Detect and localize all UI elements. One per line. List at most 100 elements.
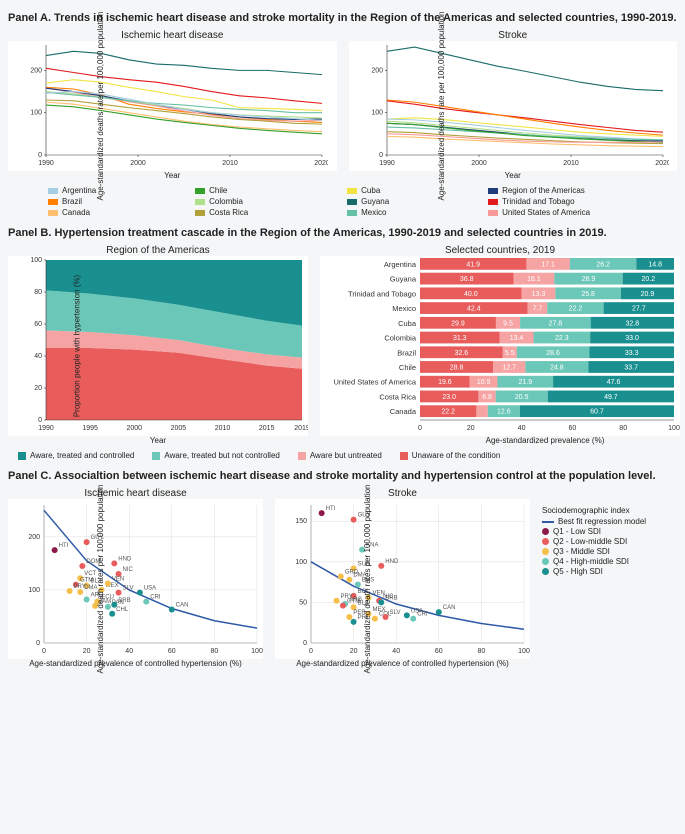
legend-label: Cuba (361, 186, 380, 195)
svg-text:100: 100 (251, 648, 263, 655)
panel-b-right: Selected countries, 2019 Argentina41.917… (320, 245, 680, 445)
legend-label: Colombia (209, 197, 243, 206)
legend-item: Unaware of the condition (400, 451, 501, 460)
legend-swatch (347, 199, 357, 205)
legend-swatch (48, 188, 58, 194)
svg-text:10.9: 10.9 (477, 379, 491, 386)
svg-text:31.3: 31.3 (453, 335, 467, 342)
svg-text:26.2: 26.2 (596, 261, 610, 268)
legend-label: Guyana (361, 197, 389, 206)
svg-text:0: 0 (379, 152, 383, 159)
svg-text:28.6: 28.6 (546, 350, 560, 357)
legend-item: Best fit regression model (542, 517, 677, 526)
panel-a-left-title: Ischemic heart disease (8, 30, 337, 41)
panel-c-xlabel-right: Age-standardized prevalence of controlle… (275, 659, 530, 668)
panel-c-right-svg: 050100150020406080100HTIGUYKNASURHNDGRDD… (275, 499, 530, 659)
legend-label: Costa Rica (209, 208, 248, 217)
legend-item: Q2 - Low-middle SDI (542, 537, 677, 546)
svg-text:2010: 2010 (563, 160, 579, 167)
svg-text:13.4: 13.4 (510, 335, 524, 342)
legend-item: Cuba (347, 186, 476, 195)
svg-text:80: 80 (619, 425, 627, 432)
panel-a-xlabel-left: Year (8, 171, 337, 180)
legend-label: Chile (209, 186, 227, 195)
legend-title: Sociodemographic index (542, 506, 677, 515)
legend-label: Q1 - Low SDI (553, 527, 601, 536)
svg-text:Brazil: Brazil (397, 348, 416, 357)
legend-item: Q4 - High-middle SDI (542, 557, 677, 566)
svg-text:49.7: 49.7 (604, 394, 618, 401)
svg-text:2010: 2010 (222, 160, 238, 167)
svg-text:SLV: SLV (123, 586, 134, 592)
legend-swatch (48, 210, 58, 216)
svg-text:27.7: 27.7 (632, 306, 646, 313)
panel-b-left-svg: 0204060801001990199520002005201020152019 (8, 256, 308, 436)
panel-a-charts: Ischemic heart disease Age-standardized … (8, 30, 677, 180)
legend-item: Q3 - Middle SDI (542, 547, 677, 556)
panel-c-xlabel-left: Age-standardized prevalence of controlle… (8, 659, 263, 668)
svg-text:0: 0 (38, 417, 42, 424)
svg-text:20: 20 (467, 425, 475, 432)
svg-text:27.8: 27.8 (549, 320, 563, 327)
svg-text:60: 60 (569, 425, 577, 432)
legend-item: Canada (48, 208, 183, 217)
svg-text:100: 100 (28, 587, 40, 594)
legend-item: Mexico (347, 208, 476, 217)
svg-text:60.7: 60.7 (590, 409, 604, 416)
legend-item: Aware but untreated (298, 451, 382, 460)
svg-text:22.2: 22.2 (569, 306, 583, 313)
svg-text:Trinidad and Tobago: Trinidad and Tobago (348, 289, 416, 298)
svg-text:HTI: HTI (59, 543, 69, 549)
svg-text:HTI: HTI (326, 506, 336, 512)
panel-c-left: Ischemic heart disease Age-standardized … (8, 488, 263, 668)
legend-item: Chile (195, 186, 335, 195)
svg-text:1990: 1990 (379, 160, 395, 167)
svg-text:16.1: 16.1 (527, 276, 541, 283)
svg-text:20: 20 (83, 648, 91, 655)
svg-text:BRB: BRB (118, 598, 130, 604)
legend-label: Argentina (62, 186, 96, 195)
svg-text:47.6: 47.6 (607, 379, 621, 386)
legend-label: Q4 - High-middle SDI (553, 557, 629, 566)
panel-c-title: Panel C. Associaltion between ischemic h… (8, 470, 677, 482)
svg-text:9.5: 9.5 (503, 320, 513, 327)
legend-label: Canada (62, 208, 90, 217)
legend-swatch (48, 199, 58, 205)
legend-swatch (488, 210, 498, 216)
legend-item: Region of the Americas (488, 186, 677, 195)
legend-swatch (488, 199, 498, 205)
legend-item: Aware, treated but not controlled (152, 451, 279, 460)
svg-text:0: 0 (303, 640, 307, 647)
panel-c-ylabel-right: Age-standardized death rates per 100,000… (363, 484, 372, 673)
svg-text:80: 80 (478, 648, 486, 655)
legend-label: Aware, treated but not controlled (164, 451, 279, 460)
svg-text:Guyana: Guyana (390, 275, 417, 284)
panel-c-right: Stroke Age-standardized death rates per … (275, 488, 530, 668)
svg-text:0: 0 (38, 152, 42, 159)
svg-text:CHL: CHL (116, 607, 129, 613)
svg-text:40: 40 (392, 648, 400, 655)
svg-text:40: 40 (34, 353, 42, 360)
svg-text:32.8: 32.8 (626, 320, 640, 327)
svg-text:50: 50 (299, 599, 307, 606)
legend-label: Aware, treated and controlled (30, 451, 134, 460)
svg-text:26.9: 26.9 (582, 276, 596, 283)
svg-text:60: 60 (435, 648, 443, 655)
svg-text:33.3: 33.3 (625, 350, 639, 357)
svg-text:2019: 2019 (294, 425, 308, 432)
svg-text:HND: HND (118, 556, 132, 562)
svg-text:200: 200 (28, 534, 40, 541)
svg-text:BRB: BRB (385, 595, 397, 601)
panel-a-legend: Argentina Chile Cuba Region of the Americas… (48, 186, 677, 217)
legend-item: Aware, treated and controlled (18, 451, 134, 460)
legend-label: Trinidad and Tobago (502, 197, 575, 206)
panel-b-title: Panel B. Hypertension treatment cascade … (8, 227, 677, 239)
svg-text:20.5: 20.5 (515, 394, 529, 401)
panel-a-right: Stroke Age-standardized deaths rate per … (349, 30, 678, 180)
svg-text:SLV: SLV (390, 610, 401, 616)
svg-text:United States of America: United States of America (333, 378, 416, 387)
svg-text:20.2: 20.2 (642, 276, 656, 283)
panel-b-right-svg: Argentina41.917.126.214.8Guyana36.816.12… (320, 256, 680, 436)
svg-text:CAN: CAN (176, 603, 189, 609)
svg-text:1990: 1990 (38, 425, 54, 432)
